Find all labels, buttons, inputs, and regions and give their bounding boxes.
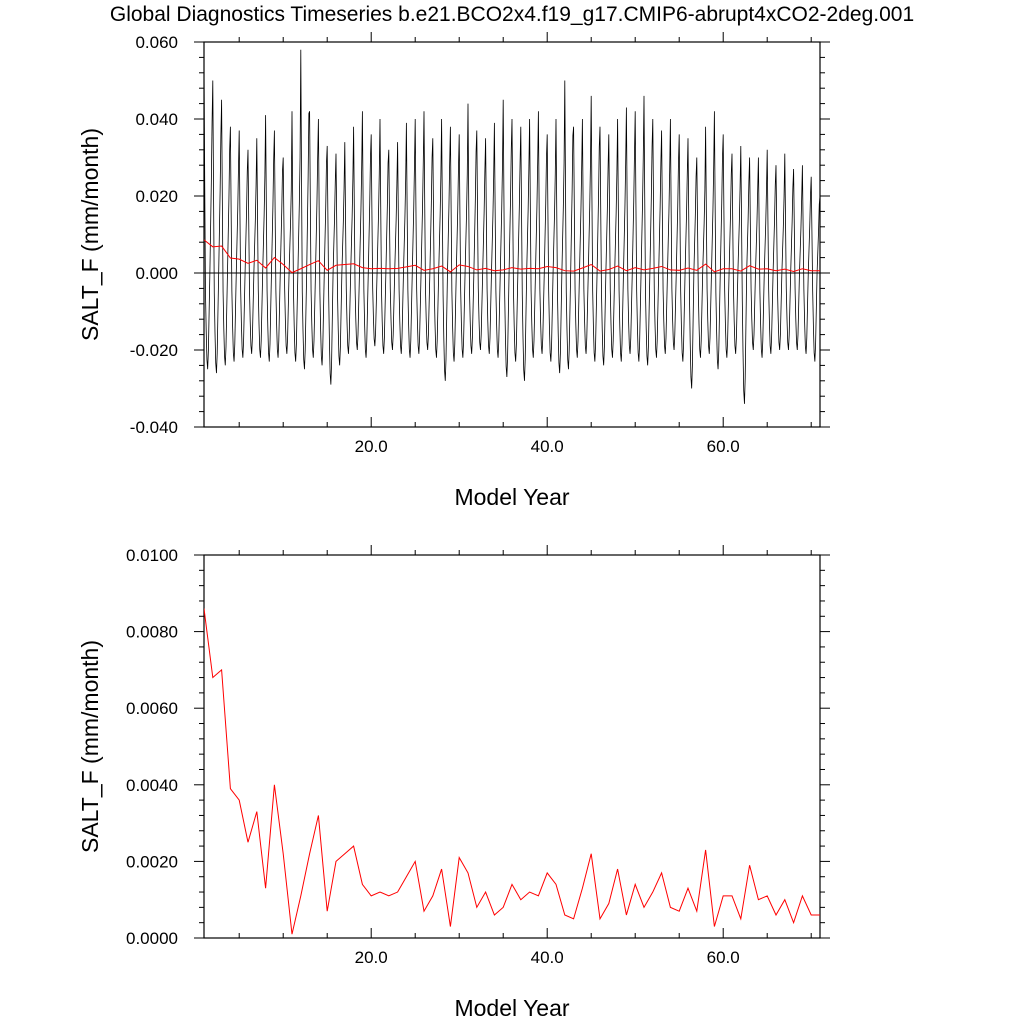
p0-x-tick-label: 40.0 xyxy=(531,437,564,456)
p1-y-tick-label: 0.0080 xyxy=(126,623,178,642)
p0-y-tick-label: 0.000 xyxy=(135,264,178,283)
p0-y-axis-title: SALT_F (mm/month) xyxy=(77,128,103,341)
figure-title: Global Diagnostics Timeseries b.e21.BCO2… xyxy=(109,3,915,26)
p0-plot-frame xyxy=(203,41,821,428)
p1-y-tick-label: 0.0020 xyxy=(126,852,178,871)
p0-y-tick-label: 0.040 xyxy=(135,110,178,129)
p0-x-axis-title: Model Year xyxy=(454,484,569,510)
p1-y-tick-label: 0.0100 xyxy=(126,546,178,565)
p1-y-tick-label: 0.0000 xyxy=(126,929,178,948)
p1-x-tick-label: 20.0 xyxy=(355,948,388,967)
p1-y-axis-title: SALT_F (mm/month) xyxy=(77,640,103,853)
timeseries-panel-annual: 20.0 40.0 60.0 0.0000 0.0020 0.0040 0.0060 0.00… xyxy=(77,545,830,1021)
p0-y-tick-label: -0.020 xyxy=(130,341,178,360)
p0-series-monthly-line xyxy=(204,49,820,404)
p0-x-tick-label: 20.0 xyxy=(355,437,388,456)
p0-plot-area xyxy=(204,49,820,404)
p1-plot-frame xyxy=(203,554,821,939)
p1-x-tick-label: 60.0 xyxy=(707,948,740,967)
p1-y-tick-label: 0.0040 xyxy=(126,776,178,795)
p0-y-tick-label: -0.040 xyxy=(130,418,178,437)
p0-series-annual-line xyxy=(204,239,820,274)
p1-plot-area xyxy=(204,608,820,935)
p0-y-tick-label: 0.060 xyxy=(135,33,178,52)
p1-y-tick-label: 0.0060 xyxy=(126,699,178,718)
p0-y-tick-label: 0.020 xyxy=(135,187,178,206)
p0-x-tick-label: 60.0 xyxy=(707,437,740,456)
p1-x-axis-title: Model Year xyxy=(454,995,569,1021)
p1-x-tick-label: 40.0 xyxy=(531,948,564,967)
p1-series-annual-line xyxy=(204,608,820,935)
timeseries-panel-monthly: 20.0 40.0 60.0 -0.040 -0.020 0.000 0.020 0.040 0… xyxy=(77,32,830,510)
